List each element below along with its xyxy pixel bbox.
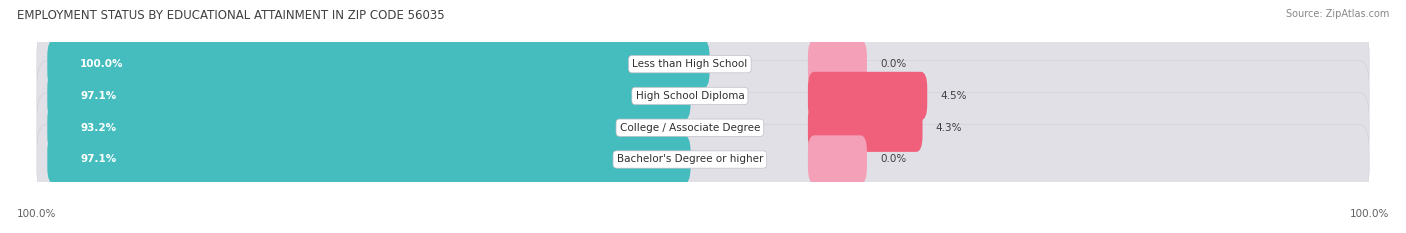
- FancyBboxPatch shape: [808, 104, 922, 152]
- Text: 100.0%: 100.0%: [1350, 209, 1389, 219]
- Text: 97.1%: 97.1%: [80, 91, 117, 101]
- FancyBboxPatch shape: [37, 29, 1369, 99]
- Text: Less than High School: Less than High School: [633, 59, 748, 69]
- FancyBboxPatch shape: [808, 72, 927, 120]
- FancyBboxPatch shape: [37, 93, 1369, 163]
- Text: 4.3%: 4.3%: [935, 123, 962, 133]
- Text: 100.0%: 100.0%: [80, 59, 124, 69]
- Text: 0.0%: 0.0%: [880, 59, 907, 69]
- Text: High School Diploma: High School Diploma: [636, 91, 744, 101]
- Text: College / Associate Degree: College / Associate Degree: [620, 123, 761, 133]
- FancyBboxPatch shape: [37, 61, 1369, 131]
- Text: Bachelor's Degree or higher: Bachelor's Degree or higher: [617, 154, 763, 164]
- FancyBboxPatch shape: [808, 40, 868, 88]
- FancyBboxPatch shape: [48, 72, 690, 120]
- Text: Source: ZipAtlas.com: Source: ZipAtlas.com: [1285, 9, 1389, 19]
- FancyBboxPatch shape: [808, 135, 868, 184]
- Text: 100.0%: 100.0%: [17, 209, 56, 219]
- Text: 0.0%: 0.0%: [880, 154, 907, 164]
- Text: 97.1%: 97.1%: [80, 154, 117, 164]
- Text: EMPLOYMENT STATUS BY EDUCATIONAL ATTAINMENT IN ZIP CODE 56035: EMPLOYMENT STATUS BY EDUCATIONAL ATTAINM…: [17, 9, 444, 22]
- FancyBboxPatch shape: [48, 40, 710, 88]
- FancyBboxPatch shape: [37, 124, 1369, 195]
- FancyBboxPatch shape: [48, 104, 665, 152]
- Text: 4.5%: 4.5%: [941, 91, 967, 101]
- Text: 93.2%: 93.2%: [80, 123, 117, 133]
- FancyBboxPatch shape: [48, 135, 690, 184]
